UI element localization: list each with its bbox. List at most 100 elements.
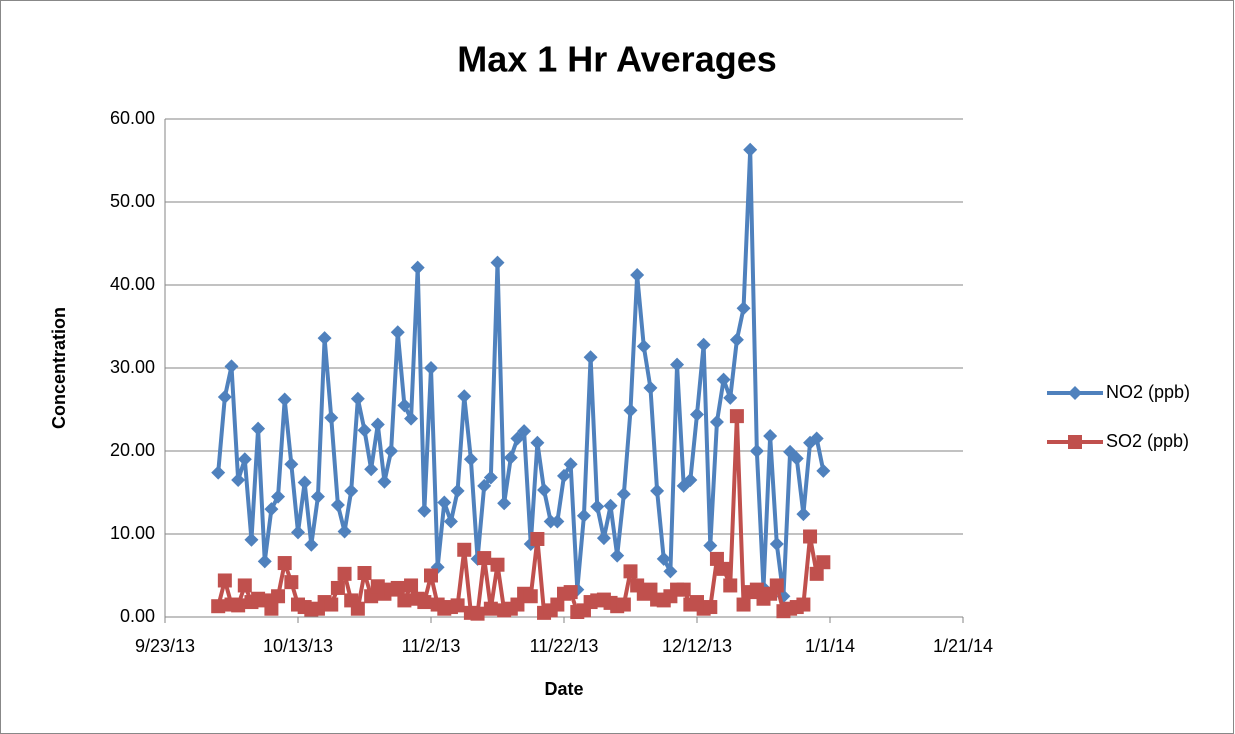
data-point <box>390 325 405 340</box>
data-point <box>703 538 718 553</box>
data-point <box>483 470 498 485</box>
data-point <box>310 489 325 504</box>
data-point <box>237 452 252 467</box>
data-point <box>590 499 605 514</box>
data-point <box>623 403 638 418</box>
x-tick-label: 10/13/13 <box>263 636 333 656</box>
data-point <box>729 409 744 424</box>
data-point <box>583 350 598 365</box>
data-point <box>517 424 532 439</box>
data-point <box>237 578 252 593</box>
data-point <box>357 423 372 438</box>
data-point <box>337 524 352 539</box>
data-point <box>217 390 232 405</box>
data-point <box>417 595 432 610</box>
data-point <box>424 361 438 375</box>
data-point <box>443 514 458 529</box>
data-point <box>510 597 525 612</box>
data-point <box>497 496 512 511</box>
data-point <box>723 578 738 593</box>
legend-label: NO2 (ppb) <box>1106 382 1190 402</box>
data-point <box>251 421 266 436</box>
data-point <box>277 556 292 571</box>
data-point <box>463 452 478 467</box>
data-point <box>483 601 498 616</box>
data-point <box>370 417 385 432</box>
data-point <box>297 475 312 490</box>
data-point <box>377 474 392 489</box>
data-point <box>304 537 319 552</box>
data-point <box>530 531 545 546</box>
y-tick-label: 30.00 <box>110 357 155 377</box>
data-point <box>816 555 831 570</box>
y-tick-label: 20.00 <box>110 440 155 460</box>
data-point <box>683 473 698 488</box>
series-line <box>216 147 826 599</box>
data-point <box>789 451 804 466</box>
data-point <box>623 564 638 579</box>
data-point <box>676 582 691 597</box>
legend-label: SO2 (ppb) <box>1106 431 1189 451</box>
data-point <box>576 508 591 523</box>
y-tick-label: 0.00 <box>120 606 155 626</box>
data-point <box>384 444 399 458</box>
data-point <box>231 598 246 613</box>
data-point <box>796 597 811 612</box>
data-point <box>530 435 545 450</box>
data-point <box>557 468 571 483</box>
data-point <box>257 554 272 569</box>
data-point <box>709 414 724 429</box>
data-point <box>417 503 432 518</box>
data-point <box>723 390 738 405</box>
data-point <box>477 478 492 493</box>
x-tick-label: 12/12/13 <box>662 636 732 656</box>
data-point <box>344 483 359 498</box>
y-tick-label: 50.00 <box>110 191 155 211</box>
data-point <box>563 457 578 472</box>
data-point <box>537 483 552 498</box>
y-tick-label: 60.00 <box>110 108 155 128</box>
data-point <box>703 600 718 615</box>
data-point <box>769 578 784 593</box>
data-point <box>636 339 651 354</box>
x-tick-label: 11/2/13 <box>402 636 461 656</box>
x-tick-label: 1/1/14 <box>805 636 855 656</box>
data-point <box>211 599 226 614</box>
data-point <box>769 536 784 551</box>
data-point <box>330 580 345 595</box>
data-point <box>450 483 465 498</box>
data-point <box>211 465 226 480</box>
data-point <box>450 598 465 613</box>
data-point <box>796 507 811 522</box>
data-point <box>716 372 731 387</box>
data-point <box>743 142 758 157</box>
data-point <box>271 489 286 504</box>
data-point <box>271 589 286 604</box>
data-point <box>350 391 365 406</box>
data-point <box>317 331 332 346</box>
data-point <box>470 606 485 621</box>
data-point <box>630 268 645 283</box>
data-point <box>224 359 239 374</box>
data-point <box>1068 435 1082 449</box>
data-point <box>390 580 405 595</box>
data-point <box>410 260 425 275</box>
data-point <box>763 429 778 444</box>
data-point <box>397 593 412 608</box>
chart-title: Max 1 Hr Averages <box>457 39 777 80</box>
data-point <box>596 531 611 546</box>
data-point <box>736 301 751 316</box>
data-point <box>729 332 744 347</box>
y-tick-label: 10.00 <box>110 523 155 543</box>
data-point <box>477 551 492 566</box>
x-tick-label: 1/21/14 <box>933 636 993 656</box>
data-point <box>523 589 538 604</box>
data-point <box>610 548 625 563</box>
data-point <box>324 410 339 425</box>
x-tick-label: 11/22/13 <box>530 636 599 656</box>
data-point <box>490 255 505 270</box>
x-tick-label: 9/23/13 <box>135 636 195 656</box>
data-point <box>503 450 518 465</box>
